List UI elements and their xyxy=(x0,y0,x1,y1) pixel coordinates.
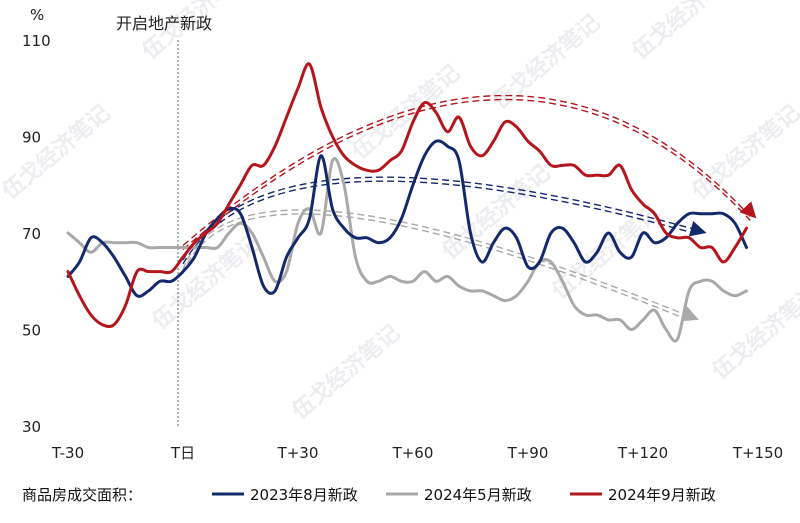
watermark-text: 伍戈经济笔记 xyxy=(546,200,665,305)
y-tick-label: 90 xyxy=(22,129,41,147)
legend-label-2024-may: 2024年5月新政 xyxy=(424,486,532,504)
x-tick-label: T+120 xyxy=(617,444,668,462)
legend-label-2024-sep: 2024年9月新政 xyxy=(608,486,716,504)
series-line-1 xyxy=(66,157,748,343)
x-axis-ticks: T-30 T日 T+30 T+60 T+90 T+120 T+150 xyxy=(51,444,783,462)
watermark-text: 伍戈经济笔记 xyxy=(286,320,405,425)
watermark-text: 伍戈经济笔记 xyxy=(626,0,745,65)
x-tick-label: T日 xyxy=(170,444,195,462)
legend: 商品房成交面积： 2023年8月新政 2024年5月新政 2024年9月新政 xyxy=(22,486,716,504)
series-lines xyxy=(66,62,748,343)
trend-arrowhead xyxy=(680,306,699,322)
series-line-2 xyxy=(66,62,748,329)
y-tick-label: 110 xyxy=(22,32,51,50)
x-tick-label: T+90 xyxy=(507,444,549,462)
watermark-text: 伍戈经济笔记 xyxy=(146,230,265,335)
trend-curve xyxy=(182,94,751,247)
x-tick-label: T+30 xyxy=(277,444,319,462)
watermark-text: 伍戈经济笔记 xyxy=(436,160,555,265)
trend-curve xyxy=(182,209,694,319)
trend-curve xyxy=(182,98,751,251)
x-tick-label: T+150 xyxy=(732,444,783,462)
y-tick-label: 30 xyxy=(22,418,41,436)
annotation-label: 开启地产新政 xyxy=(116,14,212,33)
trend-arrowhead xyxy=(688,220,707,237)
watermark-text: 伍戈经济笔记 xyxy=(706,280,800,385)
legend-title: 商品房成交面积： xyxy=(22,486,142,504)
watermark-text: 伍戈经济笔记 xyxy=(0,100,115,205)
y-tick-label: 70 xyxy=(22,225,41,243)
x-tick-label: T+60 xyxy=(392,444,434,462)
series-line-0 xyxy=(66,139,748,298)
watermark-text: 伍戈经济笔记 xyxy=(346,60,465,165)
watermark-layer: 伍戈经济笔记伍戈经济笔记伍戈经济笔记伍戈经济笔记伍戈经济笔记伍戈经济笔记伍戈经济… xyxy=(0,0,800,425)
legend-label-2023-aug: 2023年8月新政 xyxy=(250,486,358,504)
watermark-text: 伍戈经济笔记 xyxy=(686,100,800,205)
x-tick-label: T-30 xyxy=(51,444,84,462)
trend-arrowhead xyxy=(739,201,757,219)
y-tick-label: 50 xyxy=(22,322,41,340)
watermark-text: 伍戈经济笔记 xyxy=(486,10,605,115)
y-axis-ticks: 30 50 70 90 110 xyxy=(22,32,51,436)
y-unit-label: % xyxy=(30,6,44,24)
